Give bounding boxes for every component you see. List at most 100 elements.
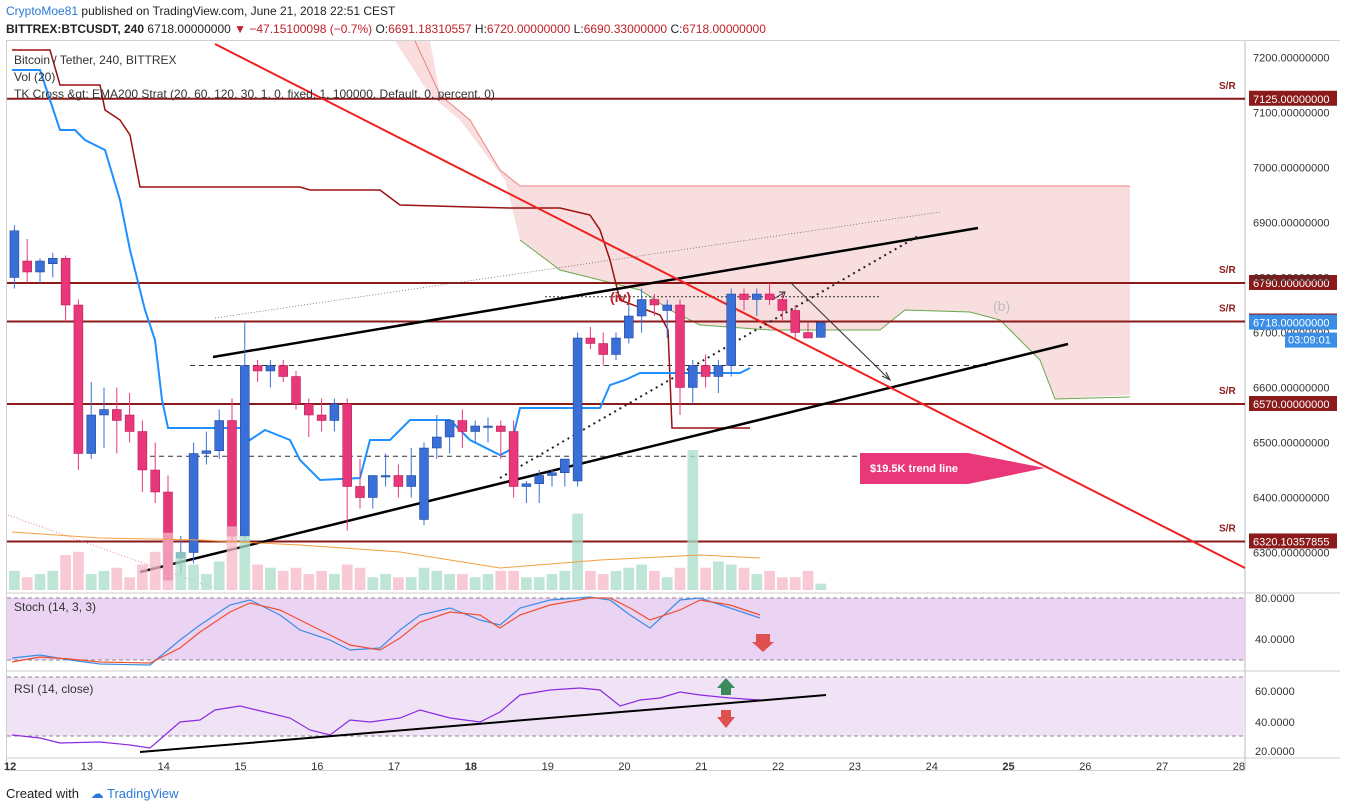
candle-body <box>572 337 583 482</box>
candle-body <box>688 365 698 388</box>
time-tick-label: 16 <box>311 761 323 773</box>
price-tick-label: 7200.00000000 <box>1253 53 1329 65</box>
stoch-legend[interactable]: Stoch (14, 3, 3) <box>14 600 97 614</box>
time-tick-label: 22 <box>772 761 784 773</box>
price-tick-label: 6500.00000000 <box>1253 438 1329 450</box>
candle-body <box>304 403 314 416</box>
candle-body <box>48 258 58 264</box>
arrowhead-icon <box>881 371 892 382</box>
c-value: 6718.00000000 <box>682 22 766 36</box>
rsi-legend[interactable]: RSI (14, close) <box>14 682 94 696</box>
volume-bar <box>252 564 263 590</box>
candle-body <box>611 337 621 355</box>
price-tick-label: 6300.00000000 <box>1253 548 1329 560</box>
time-tick-label: 27 <box>1156 761 1168 773</box>
c-label: C: <box>670 22 683 36</box>
candle-body <box>624 315 634 339</box>
candle-body <box>406 475 416 487</box>
candle-body <box>534 475 544 484</box>
time-tick-label: 17 <box>388 761 400 773</box>
candle-body <box>790 310 800 333</box>
price-tick-label: 6800.00000000 <box>1253 273 1329 285</box>
last-price-label: 6718.00000000 <box>1253 318 1329 330</box>
candle-body <box>713 365 724 377</box>
candle-body <box>380 475 391 478</box>
time-tick-label: 18 <box>465 761 477 773</box>
candle-body <box>316 414 327 421</box>
l-label: L: <box>573 22 584 36</box>
time-tick-label: 13 <box>81 761 93 773</box>
volume-bar <box>137 564 148 590</box>
candle-body <box>444 420 455 438</box>
volume-bar <box>533 577 545 590</box>
volume-bar <box>124 577 135 590</box>
candle-body <box>150 469 160 493</box>
price-tick-label: 7100.00000000 <box>1253 108 1329 120</box>
candle-body <box>265 365 276 372</box>
volume-bar <box>367 577 379 590</box>
volume-bar <box>623 567 635 590</box>
candle-body <box>342 403 352 487</box>
volume-bar <box>277 570 289 590</box>
stoch-band <box>7 598 1245 660</box>
candle-body <box>393 475 404 487</box>
candle-body <box>726 293 736 366</box>
candle-body <box>585 337 596 344</box>
publish-header: CryptoMoe81 published on TradingView.com… <box>6 4 395 18</box>
candle-body <box>329 403 340 421</box>
last-price-tag <box>1249 314 1337 330</box>
candle-body <box>777 299 788 311</box>
volume-bar <box>213 561 225 590</box>
candle-body <box>803 332 813 339</box>
volume-bar <box>457 574 468 590</box>
candle-body <box>419 447 429 520</box>
time-tick-label: 12 <box>4 761 16 773</box>
time-tick-label: 25 <box>1002 761 1014 773</box>
h-value: 6720.00000000 <box>486 22 571 36</box>
candle-body <box>739 293 749 300</box>
sr-label: S/R <box>1219 386 1236 397</box>
volume-bar <box>764 570 775 590</box>
strat-legend[interactable]: TK Cross &gt; EMA200 Strat (20, 60, 120,… <box>14 87 495 101</box>
volume-bar <box>572 513 583 590</box>
candle-body <box>278 365 288 377</box>
volume-bar <box>700 567 711 590</box>
countdown-label: 03:09:01 <box>1288 335 1331 347</box>
sr-price-label: 7125.00000000 <box>1253 94 1329 106</box>
price-tick-label: 7000.00000000 <box>1253 163 1329 175</box>
candle-body <box>35 260 45 273</box>
candle-body <box>598 343 608 355</box>
candle-body <box>649 299 660 306</box>
volume-bar <box>725 564 737 590</box>
volume-bar <box>175 551 187 590</box>
stoch-d-line <box>11 597 761 664</box>
volume-bar <box>380 574 391 590</box>
candle-body <box>73 304 84 454</box>
sr-price-tag <box>1249 396 1337 411</box>
volume-bar <box>559 570 571 590</box>
candle-body <box>60 258 71 306</box>
main-legend[interactable]: Bitcoin / Tether, 240, BITTREX <box>14 53 177 67</box>
author-link[interactable]: CryptoMoe81 <box>6 4 79 18</box>
vol-legend[interactable]: Vol (20) <box>14 70 56 84</box>
volume-bar <box>73 551 84 590</box>
volume-bar <box>431 570 443 590</box>
volume-bar <box>585 570 596 590</box>
sr-price-label: 6570.00000000 <box>1253 399 1329 411</box>
volume-bar <box>713 561 724 590</box>
time-tick-label: 19 <box>542 761 554 773</box>
rsi-line <box>11 687 761 749</box>
trend-callout <box>860 453 1045 484</box>
candle-body <box>752 293 762 300</box>
sr-price-tag <box>1249 90 1337 106</box>
volume-bar <box>661 577 673 590</box>
time-tick-label: 15 <box>234 761 246 773</box>
footer: Created with ☁ TradingView <box>6 786 179 802</box>
candle-body <box>816 322 826 338</box>
stoch-tick-label: 80.0000 <box>1255 593 1295 605</box>
volume-bar <box>636 564 647 590</box>
price-tick-label: 6900.00000000 <box>1253 218 1329 230</box>
tradingview-link[interactable]: TradingView <box>107 786 179 801</box>
candle-body <box>9 230 20 278</box>
